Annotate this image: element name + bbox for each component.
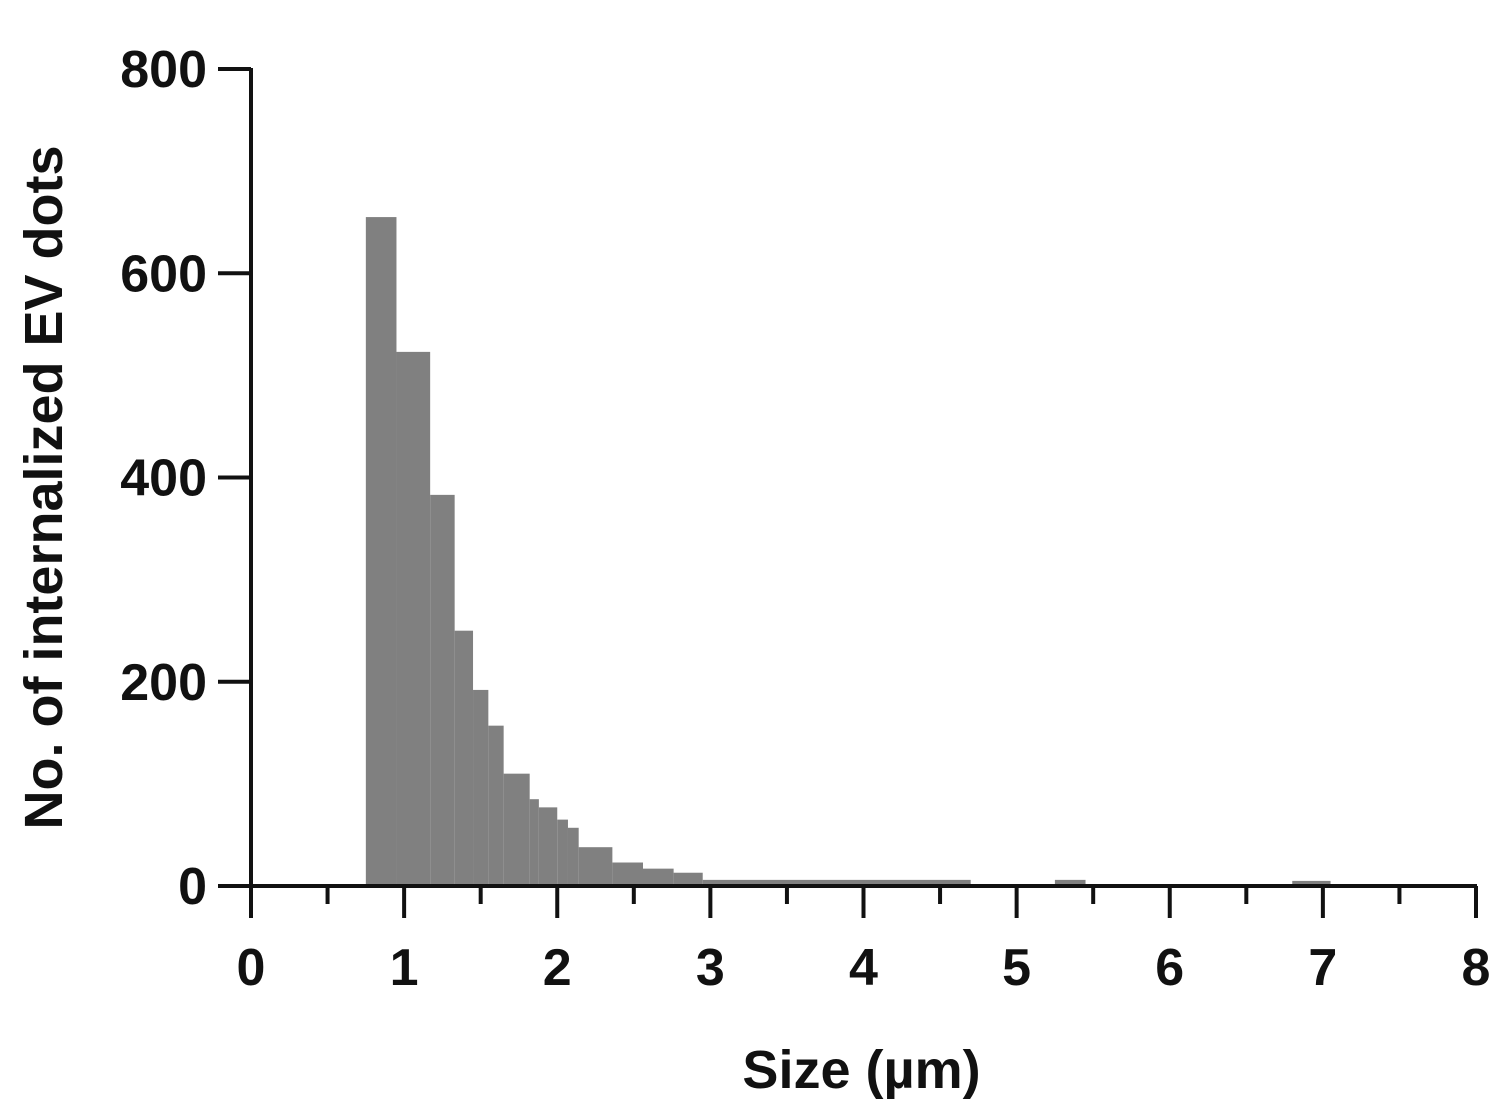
x-tick-label: 3 xyxy=(696,939,725,997)
histogram-bar xyxy=(557,819,568,886)
histogram-bar xyxy=(643,868,674,886)
histogram-bar xyxy=(702,879,971,886)
y-tick-label: 0 xyxy=(178,858,207,916)
histogram-bar xyxy=(529,799,539,886)
x-tick-label: 7 xyxy=(1308,939,1337,997)
histogram-bar xyxy=(365,217,397,887)
x-tick-label: 4 xyxy=(849,939,878,997)
histogram-bar xyxy=(430,494,455,886)
y-axis-title: No. of internalized EV dots xyxy=(14,145,74,829)
x-tick-label: 1 xyxy=(390,939,419,997)
bars-group xyxy=(365,217,1331,887)
histogram-bar xyxy=(488,725,504,886)
y-tick-label: 400 xyxy=(120,450,207,508)
histogram-bar xyxy=(538,807,558,886)
histogram-bar xyxy=(454,630,474,886)
histogram-bar xyxy=(473,689,489,886)
y-tick-label: 200 xyxy=(120,654,207,712)
x-tick-label: 0 xyxy=(237,939,266,997)
x-tick-label: 6 xyxy=(1155,939,1184,997)
y-tick-label: 800 xyxy=(120,41,207,99)
histogram-bar xyxy=(673,872,703,886)
histogram-bar xyxy=(578,847,613,886)
histogram-bar xyxy=(503,773,530,886)
x-tick-label: 8 xyxy=(1462,939,1491,997)
histogram-bar xyxy=(1292,880,1331,886)
axes-group xyxy=(218,67,1478,918)
x-tick-label: 5 xyxy=(1002,939,1031,997)
histogram-bar xyxy=(612,862,643,886)
labels-group: 0 1 2 3 4 5 6 7 8 0 200 400 600 800 xyxy=(120,41,1490,997)
y-tick-label: 600 xyxy=(120,245,207,303)
x-axis-title: Size (µm) xyxy=(742,1040,980,1100)
histogram-bar xyxy=(396,351,431,887)
x-tick-label: 2 xyxy=(543,939,572,997)
histogram-bar xyxy=(1054,879,1086,886)
histogram-bar xyxy=(567,827,579,886)
